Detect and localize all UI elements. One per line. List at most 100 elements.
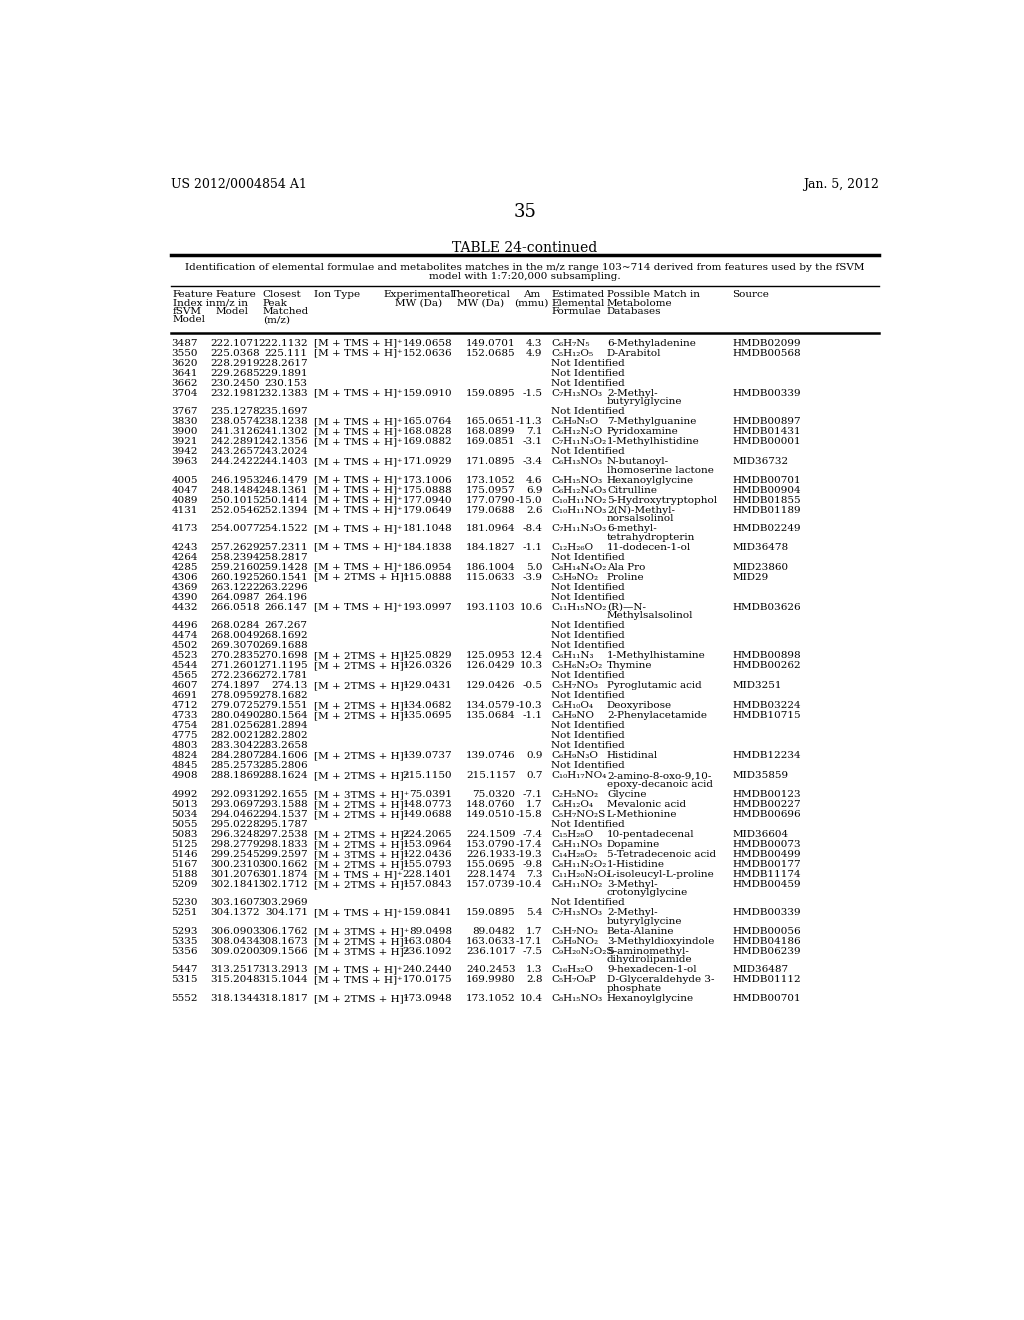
Text: 5013: 5013 — [171, 800, 198, 809]
Text: C₁₀H₁₁NO₃: C₁₀H₁₁NO₃ — [551, 506, 606, 515]
Text: 254.0077: 254.0077 — [210, 524, 260, 533]
Text: 4.3: 4.3 — [526, 339, 543, 347]
Text: HMDB00339: HMDB00339 — [732, 908, 801, 917]
Text: HMDB04186: HMDB04186 — [732, 937, 801, 946]
Text: 283.2658: 283.2658 — [258, 742, 308, 750]
Text: 5293: 5293 — [171, 927, 198, 936]
Text: 4775: 4775 — [171, 731, 198, 741]
Text: 228.2919: 228.2919 — [210, 359, 260, 367]
Text: 5.4: 5.4 — [526, 908, 543, 917]
Text: [M + 2TMS + H]⁺: [M + 2TMS + H]⁺ — [314, 859, 410, 869]
Text: 303.2969: 303.2969 — [258, 899, 308, 907]
Text: [M + 2TMS + H]⁺: [M + 2TMS + H]⁺ — [314, 810, 410, 818]
Text: 149.0688: 149.0688 — [402, 810, 452, 818]
Text: HMDB00123: HMDB00123 — [732, 789, 801, 799]
Text: N-butanoyl-: N-butanoyl- — [607, 457, 669, 466]
Text: Glycine: Glycine — [607, 789, 646, 799]
Text: Experimental: Experimental — [383, 290, 454, 300]
Text: 2-Methyl-: 2-Methyl- — [607, 388, 657, 397]
Text: Not Identified: Not Identified — [551, 692, 625, 700]
Text: [M + TMS + H]⁺: [M + TMS + H]⁺ — [314, 908, 402, 917]
Text: [M + TMS + H]⁺: [M + TMS + H]⁺ — [314, 870, 402, 879]
Text: 6-methyl-: 6-methyl- — [607, 524, 656, 533]
Text: 240.2453: 240.2453 — [466, 965, 515, 974]
Text: HMDB00696: HMDB00696 — [732, 810, 801, 818]
Text: Not Identified: Not Identified — [551, 379, 625, 388]
Text: 159.0895: 159.0895 — [466, 908, 515, 917]
Text: 134.0579: 134.0579 — [466, 701, 515, 710]
Text: 4432: 4432 — [171, 603, 198, 611]
Text: (R)—N-: (R)—N- — [607, 603, 646, 611]
Text: [M + TMS + H]⁺: [M + TMS + H]⁺ — [314, 486, 402, 495]
Text: Hexanoylglycine: Hexanoylglycine — [607, 475, 694, 484]
Text: 6-Methyladenine: 6-Methyladenine — [607, 339, 696, 347]
Text: 5230: 5230 — [171, 899, 198, 907]
Text: 1.7: 1.7 — [526, 800, 543, 809]
Text: HMDB00568: HMDB00568 — [732, 348, 801, 358]
Text: HMDB00339: HMDB00339 — [732, 388, 801, 397]
Text: [M + TMS + H]⁺: [M + TMS + H]⁺ — [314, 562, 402, 572]
Text: 301.2076: 301.2076 — [210, 870, 260, 879]
Text: 169.0851: 169.0851 — [466, 437, 515, 446]
Text: 153.0790: 153.0790 — [466, 840, 515, 849]
Text: 4369: 4369 — [171, 582, 198, 591]
Text: 272.2366: 272.2366 — [210, 671, 260, 680]
Text: 280.0490: 280.0490 — [210, 711, 260, 721]
Text: 193.0997: 193.0997 — [402, 603, 452, 611]
Text: 268.0284: 268.0284 — [210, 622, 260, 630]
Text: HMDB01855: HMDB01855 — [732, 496, 801, 504]
Text: Not Identified: Not Identified — [551, 593, 625, 602]
Text: 173.1052: 173.1052 — [466, 994, 515, 1003]
Text: C₅H₉NO₂: C₅H₉NO₂ — [551, 573, 598, 582]
Text: 149.0510: 149.0510 — [466, 810, 515, 818]
Text: Not Identified: Not Identified — [551, 631, 625, 640]
Text: [M + TMS + H]⁺: [M + TMS + H]⁺ — [314, 388, 402, 397]
Text: MID35859: MID35859 — [732, 771, 788, 780]
Text: -8.4: -8.4 — [522, 524, 543, 533]
Text: 225.0368: 225.0368 — [210, 348, 260, 358]
Text: 232.1383: 232.1383 — [258, 388, 308, 397]
Text: -1.1: -1.1 — [522, 711, 543, 721]
Text: model with 1:7:20,000 subsampling.: model with 1:7:20,000 subsampling. — [429, 272, 621, 281]
Text: 285.2806: 285.2806 — [258, 762, 308, 771]
Text: 270.2835: 270.2835 — [210, 651, 260, 660]
Text: 175.0888: 175.0888 — [402, 486, 452, 495]
Text: 9-hexadecen-1-ol: 9-hexadecen-1-ol — [607, 965, 696, 974]
Text: 226.1933: 226.1933 — [466, 850, 515, 859]
Text: 300.1662: 300.1662 — [258, 859, 308, 869]
Text: 268.1692: 268.1692 — [258, 631, 308, 640]
Text: 215.1150: 215.1150 — [402, 771, 452, 780]
Text: 302.1841: 302.1841 — [210, 880, 260, 888]
Text: 10.6: 10.6 — [519, 603, 543, 611]
Text: 4496: 4496 — [171, 622, 198, 630]
Text: 165.0651: 165.0651 — [466, 417, 515, 426]
Text: [M + TMS + H]⁺: [M + TMS + H]⁺ — [314, 506, 402, 515]
Text: 4733: 4733 — [171, 711, 198, 721]
Text: -10.3: -10.3 — [516, 701, 543, 710]
Text: Identification of elemental formulae and metabolites matches in the m/z range 10: Identification of elemental formulae and… — [185, 263, 864, 272]
Text: Model: Model — [216, 308, 249, 315]
Text: C₅H₇NO₃: C₅H₇NO₃ — [551, 681, 598, 690]
Text: 4502: 4502 — [171, 642, 198, 651]
Text: Possible Match in: Possible Match in — [607, 290, 700, 300]
Text: 4.6: 4.6 — [526, 475, 543, 484]
Text: 230.153: 230.153 — [265, 379, 308, 388]
Text: 5.0: 5.0 — [526, 562, 543, 572]
Text: Theoretical: Theoretical — [451, 290, 511, 300]
Text: 271.1195: 271.1195 — [258, 661, 308, 671]
Text: 230.2450: 230.2450 — [210, 379, 260, 388]
Text: 115.0888: 115.0888 — [402, 573, 452, 582]
Text: C₇H₁₃NO₃: C₇H₁₃NO₃ — [551, 908, 602, 917]
Text: [M + TMS + H]⁺: [M + TMS + H]⁺ — [314, 437, 402, 446]
Text: 89.0482: 89.0482 — [472, 927, 515, 936]
Text: -3.4: -3.4 — [522, 457, 543, 466]
Text: Not Identified: Not Identified — [551, 899, 625, 907]
Text: 288.1624: 288.1624 — [258, 771, 308, 780]
Text: MID23860: MID23860 — [732, 562, 788, 572]
Text: D-Arabitol: D-Arabitol — [607, 348, 662, 358]
Text: crotonylglycine: crotonylglycine — [607, 888, 688, 898]
Text: D-Glyceraldehyde 3-: D-Glyceraldehyde 3- — [607, 975, 715, 985]
Text: [M + 2TMS + H]⁺: [M + 2TMS + H]⁺ — [314, 711, 410, 721]
Text: 171.0895: 171.0895 — [466, 457, 515, 466]
Text: 159.0910: 159.0910 — [402, 388, 452, 397]
